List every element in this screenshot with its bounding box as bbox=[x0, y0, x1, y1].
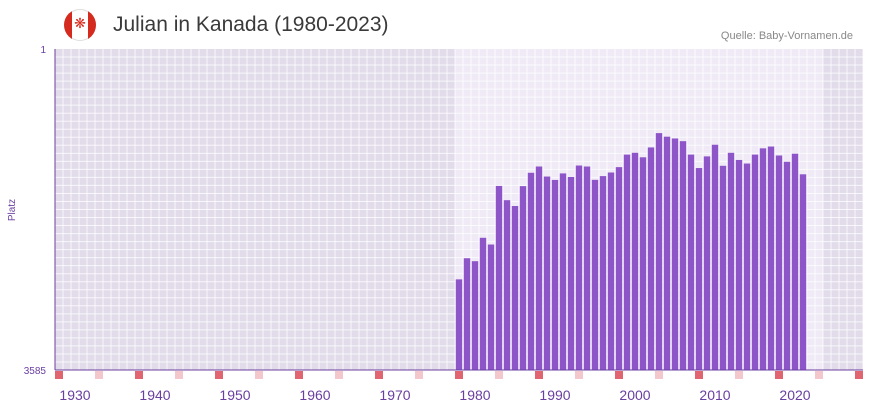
x-tick-label: 1970 bbox=[379, 387, 410, 403]
axis-marker-2018 bbox=[775, 371, 783, 379]
axis-marker-2023 bbox=[815, 371, 823, 379]
x-tick-label: 1990 bbox=[539, 387, 570, 403]
bar-2011 bbox=[719, 165, 727, 370]
axis-marker-1978 bbox=[455, 371, 463, 379]
axis-marker-1938 bbox=[135, 371, 143, 379]
x-tick-label: 2000 bbox=[619, 387, 650, 403]
bar-2004 bbox=[663, 136, 671, 370]
x-tick-label: 1930 bbox=[59, 387, 90, 403]
bar-1983 bbox=[495, 185, 503, 370]
x-tick-label: 1960 bbox=[299, 387, 330, 403]
axis-marker-1933 bbox=[95, 371, 103, 379]
bar-1995 bbox=[591, 179, 599, 370]
canada-flag-icon: ❋ bbox=[64, 9, 96, 41]
bar-1996 bbox=[599, 176, 607, 370]
axis-marker-1943 bbox=[175, 371, 183, 379]
bar-1998 bbox=[615, 167, 623, 370]
bar-1991 bbox=[559, 173, 567, 370]
bar-1985 bbox=[511, 206, 519, 370]
axis-markers bbox=[55, 371, 863, 379]
bar-1993 bbox=[575, 165, 583, 370]
axis-marker-start bbox=[55, 371, 63, 379]
bar-1990 bbox=[551, 179, 559, 370]
bar-2008 bbox=[695, 168, 703, 370]
axis-marker-2003 bbox=[655, 371, 663, 379]
y-tick-label-bottom: 3585 bbox=[24, 366, 47, 377]
bar-1987 bbox=[527, 172, 535, 370]
source-credit: Quelle: Baby-Vornamen.de bbox=[720, 30, 853, 42]
x-tick-label: 1950 bbox=[219, 387, 250, 403]
axis-marker-1998 bbox=[615, 371, 623, 379]
chart-title: Julian in Kanada (1980-2023) bbox=[113, 13, 389, 36]
bar-2009 bbox=[703, 156, 711, 370]
bar-1978 bbox=[455, 279, 463, 370]
y-axis-label: Platz bbox=[7, 199, 18, 221]
bar-1986 bbox=[519, 186, 527, 370]
axis-marker-1953 bbox=[255, 371, 263, 379]
bar-1989 bbox=[543, 176, 551, 370]
bar-2014 bbox=[743, 163, 751, 370]
bar-2013 bbox=[735, 159, 743, 370]
bar-2010 bbox=[711, 144, 719, 370]
axis-marker-1968 bbox=[375, 371, 383, 379]
axis-marker-1988 bbox=[535, 371, 543, 379]
bar-2006 bbox=[679, 141, 687, 370]
y-tick-label-top: 1 bbox=[40, 45, 46, 56]
tick-labels: 1930 1940 1950 1960 1970 1980 1990 2000 2010 2020… bbox=[24, 45, 811, 403]
axis-marker-1983 bbox=[495, 371, 503, 379]
axis-marker-1948 bbox=[215, 371, 223, 379]
bar-1982 bbox=[487, 244, 495, 370]
x-tick-label: 1980 bbox=[459, 387, 490, 403]
axes bbox=[54, 49, 863, 371]
bar-2021 bbox=[799, 174, 807, 370]
chart-header: ❋ Julian in Kanada (1980-2023) Quelle: B… bbox=[0, 0, 873, 48]
bar-1984 bbox=[503, 200, 511, 370]
bar-1979 bbox=[463, 258, 471, 370]
axis-marker-1993 bbox=[575, 371, 583, 379]
bar-2000 bbox=[631, 152, 639, 370]
bar-1980 bbox=[471, 261, 479, 370]
bar-2002 bbox=[647, 147, 655, 370]
axis-marker-end bbox=[855, 371, 863, 379]
bar-2017 bbox=[767, 146, 775, 370]
bar-1997 bbox=[607, 172, 615, 370]
bar-2012 bbox=[727, 152, 735, 370]
bar-1981 bbox=[479, 237, 487, 370]
axis-marker-2008 bbox=[695, 371, 703, 379]
bar-series bbox=[455, 133, 807, 370]
bar-2003 bbox=[655, 133, 663, 370]
bar-2019 bbox=[783, 161, 791, 370]
axis-marker-1958 bbox=[295, 371, 303, 379]
axis-marker-1963 bbox=[335, 371, 343, 379]
axis-marker-1973 bbox=[415, 371, 423, 379]
bar-1994 bbox=[583, 166, 591, 370]
x-tick-label: 2020 bbox=[779, 387, 810, 403]
bar-1988 bbox=[535, 166, 543, 370]
bar-2005 bbox=[671, 138, 679, 370]
bar-2018 bbox=[775, 155, 783, 370]
bar-2020 bbox=[791, 153, 799, 370]
bar-1999 bbox=[623, 154, 631, 370]
bar-2016 bbox=[759, 148, 767, 370]
x-tick-label: 2010 bbox=[699, 387, 730, 403]
bar-2007 bbox=[687, 154, 695, 370]
bar-2001 bbox=[639, 157, 647, 370]
axis-marker-2013 bbox=[735, 371, 743, 379]
bar-1992 bbox=[567, 176, 575, 370]
x-tick-label: 1940 bbox=[139, 387, 170, 403]
bar-2015 bbox=[751, 154, 759, 370]
